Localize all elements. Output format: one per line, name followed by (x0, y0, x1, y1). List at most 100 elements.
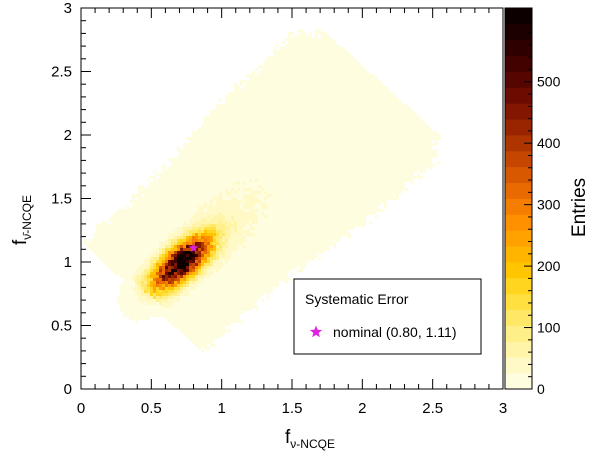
heatmap-cell (327, 185, 330, 188)
heatmap-cell (303, 266, 306, 269)
heatmap-cell (150, 206, 153, 209)
heatmap-cell (201, 272, 204, 275)
heatmap-cell (231, 191, 234, 194)
heatmap-cell (267, 239, 270, 242)
heatmap-cell (306, 128, 309, 131)
heatmap-cell (273, 80, 276, 83)
heatmap-cell (105, 260, 108, 263)
heatmap-cell (159, 224, 162, 227)
heatmap-cell (189, 272, 192, 275)
heatmap-cell (219, 233, 222, 236)
heatmap-cell (165, 248, 168, 251)
heatmap-cell (264, 200, 267, 203)
heatmap-cell (282, 278, 285, 281)
heatmap-cell (255, 290, 258, 293)
heatmap-cell (120, 242, 123, 245)
heatmap-cell (309, 176, 312, 179)
heatmap-cell (273, 281, 276, 284)
heatmap-cell (267, 173, 270, 176)
heatmap-cell (222, 164, 225, 167)
heatmap-cell (297, 77, 300, 80)
heatmap-cell (234, 143, 237, 146)
heatmap-cell (168, 281, 171, 284)
heatmap-cell (276, 158, 279, 161)
heatmap-cell (237, 182, 240, 185)
heatmap-cell (189, 185, 192, 188)
heatmap-cell (210, 272, 213, 275)
heatmap-cell (228, 152, 231, 155)
heatmap-cell (255, 170, 258, 173)
heatmap-cell (252, 161, 255, 164)
heatmap-cell (234, 260, 237, 263)
heatmap-cell (240, 116, 243, 119)
heatmap-cell (303, 143, 306, 146)
heatmap-cell (177, 224, 180, 227)
heatmap-cell (180, 200, 183, 203)
heatmap-cell (207, 341, 210, 344)
heatmap-cell (228, 272, 231, 275)
heatmap-cell (306, 197, 309, 200)
heatmap-cell (249, 206, 252, 209)
heatmap-cell (273, 278, 276, 281)
heatmap-cell (246, 143, 249, 146)
heatmap-cell (222, 158, 225, 161)
heatmap-cell (315, 98, 318, 101)
heatmap-cell (186, 308, 189, 311)
heatmap-cell (270, 104, 273, 107)
heatmap-cell (159, 263, 162, 266)
heatmap-cell (102, 248, 105, 251)
heatmap-cell (300, 260, 303, 263)
heatmap-cell (156, 272, 159, 275)
heatmap-cell (315, 143, 318, 146)
heatmap-cell (231, 149, 234, 152)
heatmap-cell (195, 257, 198, 260)
heatmap-cell (312, 146, 315, 149)
heatmap-cell (96, 233, 99, 236)
heatmap-cell (255, 122, 258, 125)
heatmap-cell (300, 80, 303, 83)
heatmap-cell (321, 92, 324, 95)
heatmap-cell (195, 266, 198, 269)
heatmap-cell (138, 200, 141, 203)
heatmap-cell (201, 212, 204, 215)
heatmap-cell (240, 221, 243, 224)
heatmap-cell (246, 137, 249, 140)
heatmap-cell (150, 194, 153, 197)
heatmap-cell (213, 245, 216, 248)
heatmap-cell (234, 191, 237, 194)
heatmap-cell (141, 206, 144, 209)
heatmap-cell (267, 134, 270, 137)
heatmap-cell (195, 182, 198, 185)
heatmap-cell (192, 338, 195, 341)
heatmap-cell (312, 188, 315, 191)
heatmap-cell (258, 251, 261, 254)
heatmap-cell (225, 293, 228, 296)
heatmap-cell (315, 248, 318, 251)
heatmap-cell (303, 149, 306, 152)
heatmap-cell (294, 140, 297, 143)
heatmap-cell (246, 230, 249, 233)
heatmap-cell (231, 182, 234, 185)
heatmap-cell (126, 254, 129, 257)
heatmap-cell (207, 167, 210, 170)
heatmap-cell (297, 152, 300, 155)
heatmap-cell (192, 236, 195, 239)
heatmap-cell (165, 221, 168, 224)
heatmap-cell (237, 224, 240, 227)
heatmap-cell (183, 170, 186, 173)
heatmap-cell (273, 47, 276, 50)
heatmap-cell (261, 206, 264, 209)
heatmap-cell (285, 92, 288, 95)
heatmap-cell (237, 95, 240, 98)
heatmap-cell (297, 206, 300, 209)
heatmap-cell (216, 335, 219, 338)
heatmap-cell (252, 299, 255, 302)
heatmap-cell (213, 308, 216, 311)
heatmap-cell (219, 314, 222, 317)
heatmap-cell (195, 341, 198, 344)
heatmap-cell (261, 89, 264, 92)
heatmap-cell (246, 284, 249, 287)
heatmap-cell (273, 101, 276, 104)
heatmap-cell (309, 203, 312, 206)
heatmap-cell (129, 296, 132, 299)
